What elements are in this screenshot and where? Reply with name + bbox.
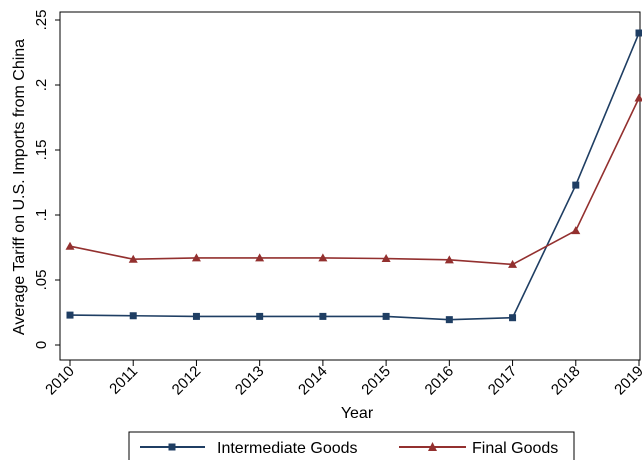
x-tick-label: 2019 bbox=[611, 363, 642, 399]
x-tick-label: 2014 bbox=[295, 363, 331, 399]
data-point-final bbox=[508, 259, 518, 268]
x-tick-label: 2016 bbox=[422, 363, 458, 399]
data-point-final bbox=[571, 226, 581, 235]
x-tick-label: 2010 bbox=[42, 363, 78, 399]
legend-label-final: Final Goods bbox=[472, 440, 558, 457]
x-tick-label: 2013 bbox=[232, 363, 268, 399]
y-tick-label: .05 bbox=[33, 270, 50, 291]
x-tick-label: 2015 bbox=[358, 363, 394, 399]
series-layer bbox=[65, 29, 642, 324]
legend-marker-final bbox=[428, 442, 437, 451]
x-axis-label: Year bbox=[341, 405, 374, 422]
data-point-intermediate bbox=[256, 312, 264, 320]
y-tick-label: .2 bbox=[33, 79, 50, 92]
x-tick-label: 2017 bbox=[485, 363, 521, 399]
data-point-intermediate bbox=[129, 312, 137, 320]
plot-frame bbox=[59, 11, 641, 361]
axes-layer: 0 .05 .1 .15 .2 .25 2010 2011 2012 2013 2014 2015 20… bbox=[33, 10, 642, 399]
series-line-intermediate bbox=[69, 32, 640, 321]
y-tick-label: 0 bbox=[33, 341, 50, 349]
data-point-intermediate bbox=[319, 312, 327, 320]
data-point-final bbox=[634, 93, 642, 102]
legend: Intermediate Goods Final Goods bbox=[128, 431, 575, 460]
legend-label-intermediate: Intermediate Goods bbox=[217, 440, 358, 457]
y-tick-label: .15 bbox=[33, 140, 50, 161]
y-tick-label: .1 bbox=[33, 209, 50, 222]
data-point-intermediate bbox=[66, 311, 74, 319]
data-point-final bbox=[128, 254, 138, 263]
data-point-final bbox=[381, 254, 391, 263]
data-point-final bbox=[65, 241, 75, 250]
data-point-intermediate bbox=[445, 316, 453, 324]
data-point-final bbox=[255, 253, 265, 262]
data-point-intermediate bbox=[192, 312, 200, 320]
x-tick-label: 2011 bbox=[106, 363, 141, 398]
data-point-intermediate bbox=[509, 314, 517, 322]
data-point-intermediate bbox=[382, 312, 390, 320]
data-point-intermediate bbox=[572, 181, 580, 189]
data-point-final bbox=[318, 253, 328, 262]
data-point-final bbox=[191, 253, 201, 262]
x-tick-label: 2018 bbox=[548, 363, 584, 399]
x-tick-label: 2012 bbox=[169, 363, 205, 399]
data-point-intermediate bbox=[635, 29, 642, 37]
data-point-final bbox=[444, 255, 454, 264]
y-tick-label: .25 bbox=[33, 10, 50, 31]
y-axis-label: Average Tariff on U.S. Imports from Chin… bbox=[11, 39, 28, 335]
series-line-final bbox=[69, 97, 640, 266]
legend-marker-intermediate bbox=[168, 443, 176, 451]
